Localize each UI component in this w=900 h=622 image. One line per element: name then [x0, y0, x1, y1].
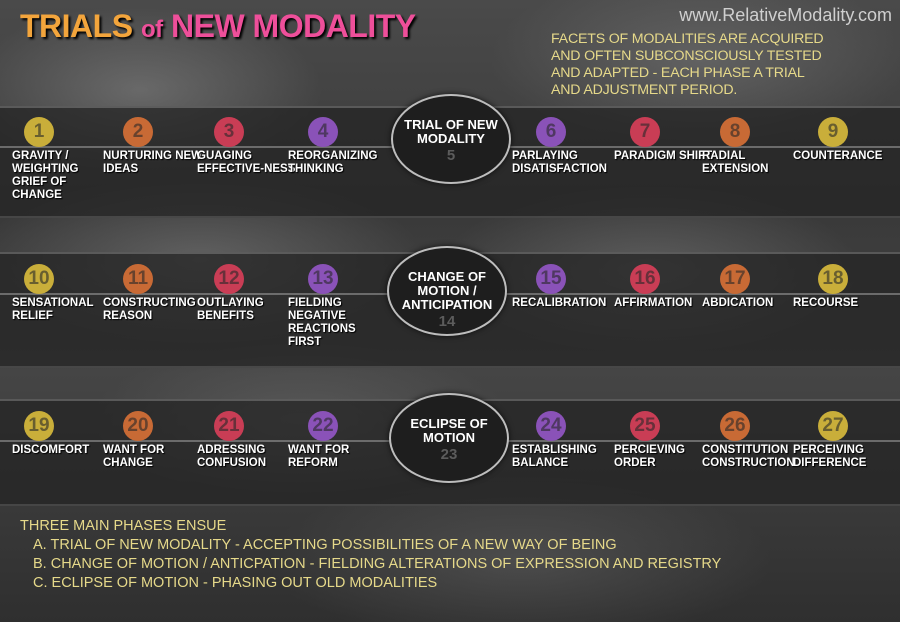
- summary-item: A. TRIAL OF NEW MODALITY - ACCEPTING POS…: [33, 537, 617, 553]
- step-label: WANT FOR CHANGE: [103, 444, 165, 469]
- phase-oval: TRIAL OF NEW MODALITY 5: [391, 94, 511, 184]
- step-number-circle: 22: [308, 411, 338, 441]
- website-url: www.RelativeModality.com: [679, 5, 892, 25]
- step-label: PERCEIVING DIFFERENCE: [793, 444, 867, 469]
- phase-name: CHANGE OF MOTION / ANTICIPATION: [401, 269, 493, 312]
- step-label: PARADIGM SHIFT: [614, 150, 713, 162]
- step-label: GRAVITY / WEIGHTING GRIEF OF CHANGE: [12, 150, 79, 201]
- step-number-circle: 21: [214, 411, 244, 441]
- step-label: CONSTITUTION CONSTRUCTION: [702, 444, 795, 469]
- title-part-1: TRIALS: [20, 8, 133, 44]
- step-label: ESTABLISHING BALANCE: [512, 444, 597, 469]
- step-label: COUNTERANCE: [793, 150, 883, 162]
- title-part-3: NEW MODALITY: [170, 8, 416, 44]
- step-number-circle: 26: [720, 411, 750, 441]
- step-number-circle: 1: [24, 117, 54, 147]
- phase-oval: CHANGE OF MOTION / ANTICIPATION 14: [387, 246, 507, 336]
- summary-heading: THREE MAIN PHASES ENSUE: [20, 518, 227, 534]
- step-number-circle: 17: [720, 264, 750, 294]
- phase-name: ECLIPSE OF MOTION: [410, 416, 488, 445]
- step-number-circle: 18: [818, 264, 848, 294]
- phase-number: 5: [446, 147, 456, 164]
- step-label: ADRESSING CONFUSION: [197, 444, 266, 469]
- step-number-circle: 27: [818, 411, 848, 441]
- title-part-2: of: [140, 16, 163, 43]
- step-label: SENSATIONAL RELIEF: [12, 297, 94, 322]
- step-label: FIELDING NEGATIVE REACTIONS FIRST: [288, 297, 356, 348]
- step-label: OUTLAYING BENEFITS: [197, 297, 264, 322]
- step-label: ABDICATION: [702, 297, 774, 309]
- step-number-circle: 20: [123, 411, 153, 441]
- summary-item: C. ECLIPSE OF MOTION - PHASING OUT OLD M…: [33, 575, 438, 591]
- step-number-circle: 3: [214, 117, 244, 147]
- step-number-circle: 16: [630, 264, 660, 294]
- step-label: RECOURSE: [793, 297, 859, 309]
- summary-item: B. CHANGE OF MOTION / ANTICPATION - FIEL…: [33, 556, 722, 572]
- step-label: GUAGING EFFECTIVE-NESS: [197, 150, 296, 175]
- step-number-circle: 19: [24, 411, 54, 441]
- step-number-circle: 6: [536, 117, 566, 147]
- step-label: DISCOMFORT: [12, 444, 90, 456]
- phases-summary: THREE MAIN PHASES ENSUE A. TRIAL OF NEW …: [20, 517, 721, 593]
- step-number-circle: 11: [123, 264, 153, 294]
- step-label: PERCIEVING ORDER: [614, 444, 685, 469]
- step-number-circle: 24: [536, 411, 566, 441]
- step-number-circle: 12: [214, 264, 244, 294]
- phase-number: 23: [440, 446, 458, 463]
- step-number-circle: 10: [24, 264, 54, 294]
- phase-number: 14: [438, 313, 456, 330]
- step-number-circle: 8: [720, 117, 750, 147]
- intro-line: AND ADJUSTMENT PERIOD.: [551, 82, 738, 98]
- step-label: WANT FOR REFORM: [288, 444, 350, 469]
- step-label: AFFIRMATION: [614, 297, 693, 309]
- step-number-circle: 7: [630, 117, 660, 147]
- step-label: REORGANIZING THINKING: [288, 150, 378, 175]
- phase-oval: ECLIPSE OF MOTION 23: [389, 393, 509, 483]
- step-label: PARLAYING DISATISFACTION: [512, 150, 607, 175]
- step-number-circle: 15: [536, 264, 566, 294]
- step-label: RECALIBRATION: [512, 297, 607, 309]
- intro-line: FACETS OF MODALITIES ARE ACQUIRED: [551, 31, 824, 47]
- phase-name: TRIAL OF NEW MODALITY: [404, 117, 498, 146]
- page-title: TRIALS of NEW MODALITY: [20, 8, 416, 45]
- step-label: RADIAL EXTENSION: [702, 150, 769, 175]
- step-number-circle: 9: [818, 117, 848, 147]
- intro-line: AND OFTEN SUBCONSCIOUSLY TESTED: [551, 48, 822, 64]
- step-number-circle: 25: [630, 411, 660, 441]
- intro-text: FACETS OF MODALITIES ARE ACQUIRED AND OF…: [551, 31, 871, 99]
- intro-line: AND ADAPTED - EACH PHASE A TRIAL: [551, 65, 805, 81]
- step-number-circle: 2: [123, 117, 153, 147]
- step-number-circle: 13: [308, 264, 338, 294]
- step-number-circle: 4: [308, 117, 338, 147]
- step-label: NURTURING NEW IDEAS: [103, 150, 203, 175]
- step-label: CONSTRUCTING REASON: [103, 297, 196, 322]
